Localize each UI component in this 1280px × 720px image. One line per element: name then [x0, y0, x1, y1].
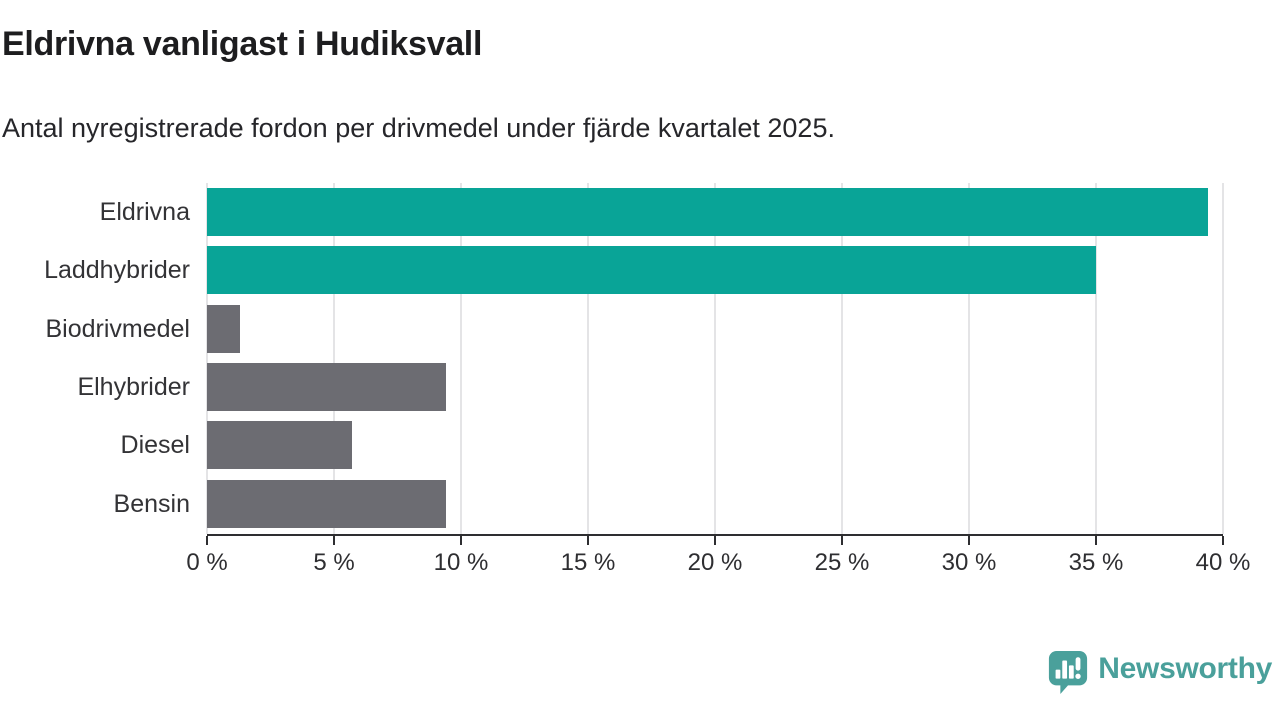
newsworthy-logo-icon [1049, 651, 1088, 694]
gridline [460, 183, 462, 534]
x-tick-label: 25 % [814, 549, 870, 576]
x-tick-label: 35 % [1068, 549, 1124, 576]
gridline [714, 183, 716, 534]
gridline [968, 183, 970, 534]
gridline [587, 183, 589, 534]
x-tick-mark [460, 536, 462, 545]
gridline [841, 183, 843, 534]
bar-plot-area [206, 183, 1224, 536]
category-label-biodrivmedel: Biodrivmedel [45, 314, 190, 343]
gridline [333, 183, 335, 534]
bar-biodrivmedel [207, 304, 241, 353]
x-tick-label: 30 % [941, 549, 997, 576]
logo-bar-tall [1062, 660, 1068, 679]
bar-elhybrider [207, 363, 446, 412]
x-tick-mark [714, 536, 716, 545]
x-tick-label: 0 % [186, 549, 228, 576]
logo-bar-short [1055, 669, 1061, 679]
x-tick-mark [841, 536, 843, 545]
logo-exclamation-line [1075, 657, 1081, 671]
brand-name: Newsworthy [1098, 652, 1272, 685]
logo-exclamation-dot [1075, 673, 1081, 679]
category-label-elhybrider: Elhybrider [77, 373, 190, 402]
x-tick-mark [968, 536, 970, 545]
x-tick-label: 40 % [1195, 549, 1251, 576]
x-tick-mark [1222, 536, 1224, 545]
x-tick-label: 5 % [313, 549, 355, 576]
category-label-bensin: Bensin [113, 489, 190, 518]
gridline [1222, 183, 1224, 534]
logo-bar-medium [1069, 665, 1075, 679]
category-label-diesel: Diesel [120, 431, 190, 460]
bar-laddhybrider [207, 246, 1096, 295]
x-tick-mark [333, 536, 335, 545]
category-label-laddhybrider: Laddhybrider [44, 256, 190, 285]
chart-title: Eldrivna vanligast i Hudiksvall [2, 25, 483, 63]
chart-subtitle: Antal nyregistrerade fordon per drivmede… [2, 113, 835, 143]
bar-diesel [207, 421, 352, 470]
category-label-eldrivna: Eldrivna [99, 198, 190, 226]
gridline [1095, 183, 1097, 534]
bar-eldrivna [207, 188, 1208, 236]
x-tick-mark [587, 536, 589, 545]
x-tick-mark [206, 536, 208, 545]
value-axis: 0 % 5 % 10 % 15 % 20 % 25 % 30 % 35 % 40 % [186, 536, 1250, 586]
gridline [206, 183, 208, 534]
category-axis: Eldrivna Laddhybrider Biodrivmedel Elhybrid… [0, 183, 190, 534]
x-tick-label: 20 % [687, 549, 743, 576]
brand-footer: Newsworthy [1047, 648, 1272, 696]
x-tick-mark [1095, 536, 1097, 545]
x-tick-label: 15 % [560, 549, 616, 576]
x-tick-label: 10 % [433, 549, 489, 576]
bar-bensin [207, 479, 446, 528]
